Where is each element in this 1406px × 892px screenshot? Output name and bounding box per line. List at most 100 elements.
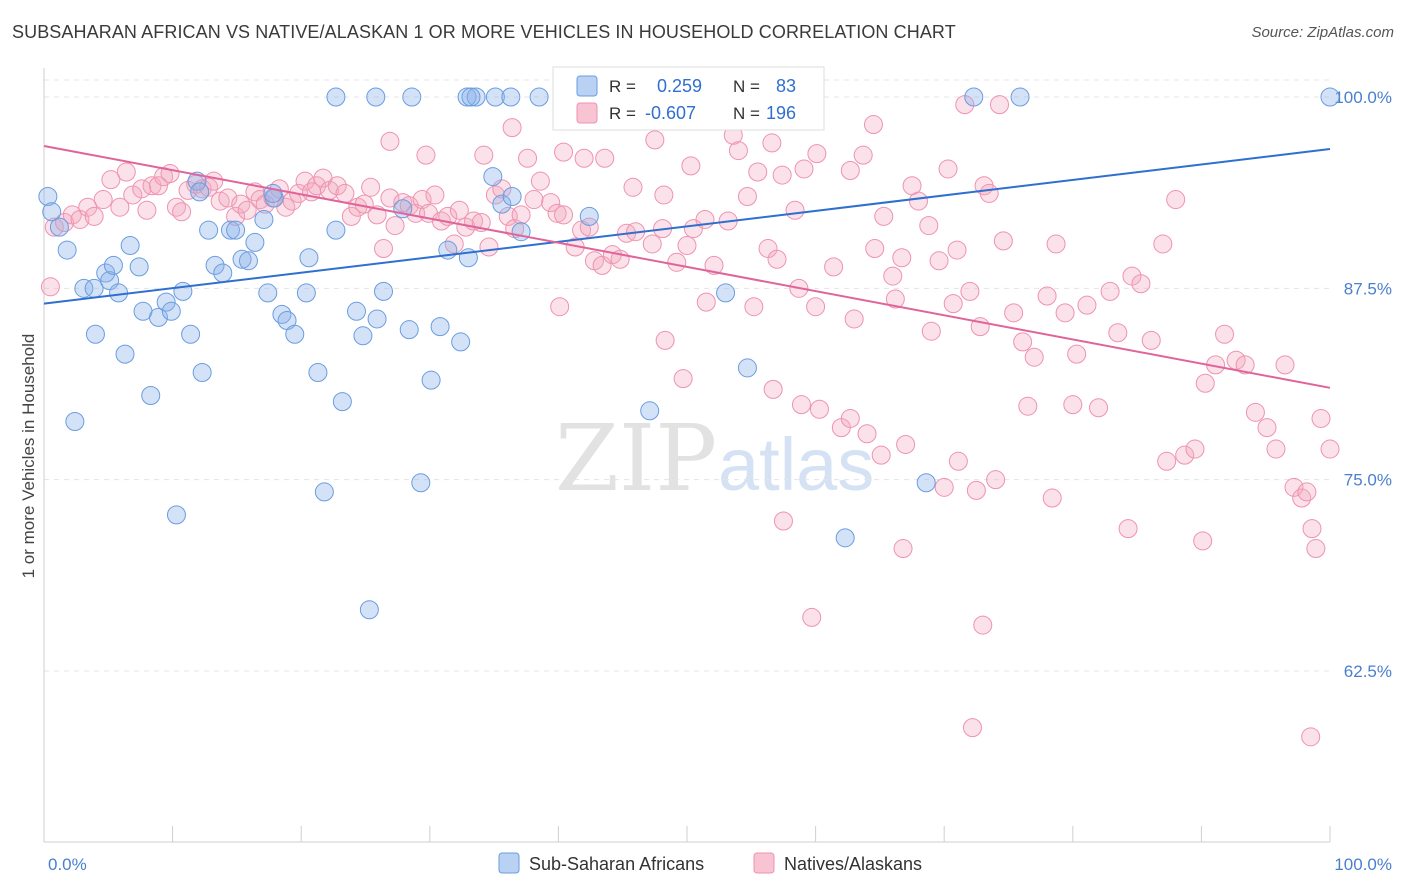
sub-saharan-africans-point bbox=[220, 220, 240, 240]
natives-alaskans-point bbox=[541, 193, 561, 213]
natives-alaskans-point bbox=[840, 408, 860, 428]
natives-alaskans-point bbox=[1235, 355, 1255, 375]
sub-saharan-africans-point bbox=[199, 220, 219, 240]
natives-alaskans-point bbox=[1153, 234, 1173, 254]
natives-alaskans-point bbox=[791, 395, 811, 415]
sub-saharan-africans-trend-line bbox=[43, 148, 1331, 305]
natives-alaskans-point bbox=[857, 424, 877, 444]
sub-saharan-africans-point bbox=[492, 194, 512, 214]
y-tick-label: 62.5% bbox=[1344, 662, 1392, 681]
natives-alaskans-point bbox=[148, 176, 168, 196]
sub-saharan-africans-point bbox=[1010, 87, 1030, 107]
natives-alaskans-point bbox=[1193, 531, 1213, 551]
natives-alaskans-point bbox=[341, 206, 361, 226]
natives-alaskans-point bbox=[518, 148, 538, 168]
natives-alaskans-point bbox=[938, 159, 958, 179]
natives-alaskans-point bbox=[645, 130, 665, 150]
sub-saharan-africans-point bbox=[579, 206, 599, 226]
natives-alaskans-point bbox=[1311, 408, 1331, 428]
natives-alaskans-point bbox=[1166, 190, 1186, 210]
sub-saharan-africans-point bbox=[205, 255, 225, 275]
y-axis-tick-labels: 62.5% 75.0% 87.5% 100.0% bbox=[1334, 88, 1392, 681]
natives-alaskans-point bbox=[479, 237, 499, 257]
natives-alaskans-point bbox=[307, 176, 327, 196]
natives-alaskans-point bbox=[762, 133, 782, 153]
sub-saharan-africans-point bbox=[314, 482, 334, 502]
natives-alaskans-point bbox=[1118, 519, 1138, 539]
natives-alaskans-point bbox=[554, 205, 574, 225]
natives-alaskans-point bbox=[947, 240, 967, 260]
sub-saharan-africans-point bbox=[74, 278, 94, 298]
natives-alaskans-point bbox=[550, 297, 570, 317]
natives-alaskans-point bbox=[1131, 274, 1151, 294]
natives-alaskans-point bbox=[989, 95, 1009, 115]
x-axis-max-label: 100.0% bbox=[1334, 855, 1392, 874]
sub-saharan-africans-point bbox=[640, 401, 660, 421]
natives-alaskans-point bbox=[1055, 303, 1075, 323]
natives-alaskans-point bbox=[237, 200, 257, 220]
natives-alaskans-point bbox=[511, 205, 531, 225]
natives-alaskans-point bbox=[863, 115, 883, 135]
natives-alaskans-point bbox=[824, 257, 844, 277]
natives-alaskans-point bbox=[1266, 439, 1286, 459]
natives-alaskans-point bbox=[132, 179, 152, 199]
natives-alaskans-point bbox=[1024, 347, 1044, 367]
natives-alaskans-point bbox=[1157, 451, 1177, 471]
sub-saharan-africans-point bbox=[57, 240, 77, 260]
legend-pink-r-value: -0.607 bbox=[645, 103, 696, 123]
natives-alaskans-point bbox=[883, 266, 903, 286]
natives-alaskans-point bbox=[696, 292, 716, 312]
natives-alaskans-point bbox=[530, 171, 550, 191]
natives-alaskans-point bbox=[1185, 439, 1205, 459]
sub-saharan-africans-point bbox=[308, 363, 328, 383]
natives-alaskans-point bbox=[579, 217, 599, 237]
sub-saharan-africans-point bbox=[502, 186, 522, 206]
natives-alaskans-point bbox=[1067, 344, 1087, 364]
legend-blue-n-value: 83 bbox=[776, 76, 796, 96]
natives-alaskans-point bbox=[677, 235, 697, 255]
legend-pink-n-value: 196 bbox=[766, 103, 796, 123]
sub-saharan-africans-point bbox=[226, 220, 246, 240]
natives-alaskans-point bbox=[574, 148, 594, 168]
natives-alaskans-point bbox=[885, 289, 905, 309]
natives-alaskans-point bbox=[142, 176, 162, 196]
natives-alaskans-point bbox=[1013, 332, 1033, 352]
natives-alaskans-point bbox=[380, 188, 400, 208]
natives-alaskans-point bbox=[547, 203, 567, 223]
sub-saharan-africans-point bbox=[190, 182, 210, 202]
sub-saharan-africans-point bbox=[430, 317, 450, 337]
natives-alaskans-point bbox=[943, 294, 963, 314]
natives-alaskans-point bbox=[785, 200, 805, 220]
natives-alaskans-point bbox=[655, 330, 675, 350]
natives-alaskans-point bbox=[595, 148, 615, 168]
series-legend: Sub-Saharan Africans Natives/Alaskans bbox=[498, 852, 922, 874]
natives-alaskans-point bbox=[93, 190, 113, 210]
natives-alaskans-point bbox=[160, 164, 180, 184]
y-tick-label: 75.0% bbox=[1344, 471, 1392, 490]
sub-saharan-africans-point bbox=[501, 87, 521, 107]
natives-alaskans-point bbox=[210, 191, 230, 211]
natives-alaskans-point bbox=[361, 177, 381, 197]
natives-alaskans-point bbox=[1245, 402, 1265, 422]
natives-alaskans-point bbox=[199, 177, 219, 197]
sub-saharan-africans-point bbox=[299, 248, 319, 268]
sub-saharan-africans-point bbox=[737, 358, 757, 378]
sub-saharan-africans-point bbox=[366, 87, 386, 107]
natives-alaskans-point bbox=[554, 142, 574, 162]
natives-alaskans-point bbox=[374, 239, 394, 259]
natives-alaskans-point bbox=[1077, 295, 1097, 315]
natives-alaskans-point bbox=[973, 615, 993, 635]
sub-saharan-africans-point bbox=[1320, 87, 1340, 107]
x-axis-ticks bbox=[43, 826, 1331, 842]
sub-saharan-africans-point bbox=[245, 232, 265, 252]
sub-saharan-africans-point bbox=[238, 251, 258, 271]
natives-alaskans-point bbox=[993, 231, 1013, 251]
sub-saharan-africans-point bbox=[421, 370, 441, 390]
sub-saharan-africans-point bbox=[272, 304, 292, 324]
natives-alaskans-point bbox=[1089, 398, 1109, 418]
sub-saharan-africans-point bbox=[326, 87, 346, 107]
sub-saharan-africans-point bbox=[511, 222, 531, 242]
sub-saharan-africans-point bbox=[161, 301, 181, 321]
series-legend-pink-label: Natives/Alaskans bbox=[784, 854, 922, 874]
